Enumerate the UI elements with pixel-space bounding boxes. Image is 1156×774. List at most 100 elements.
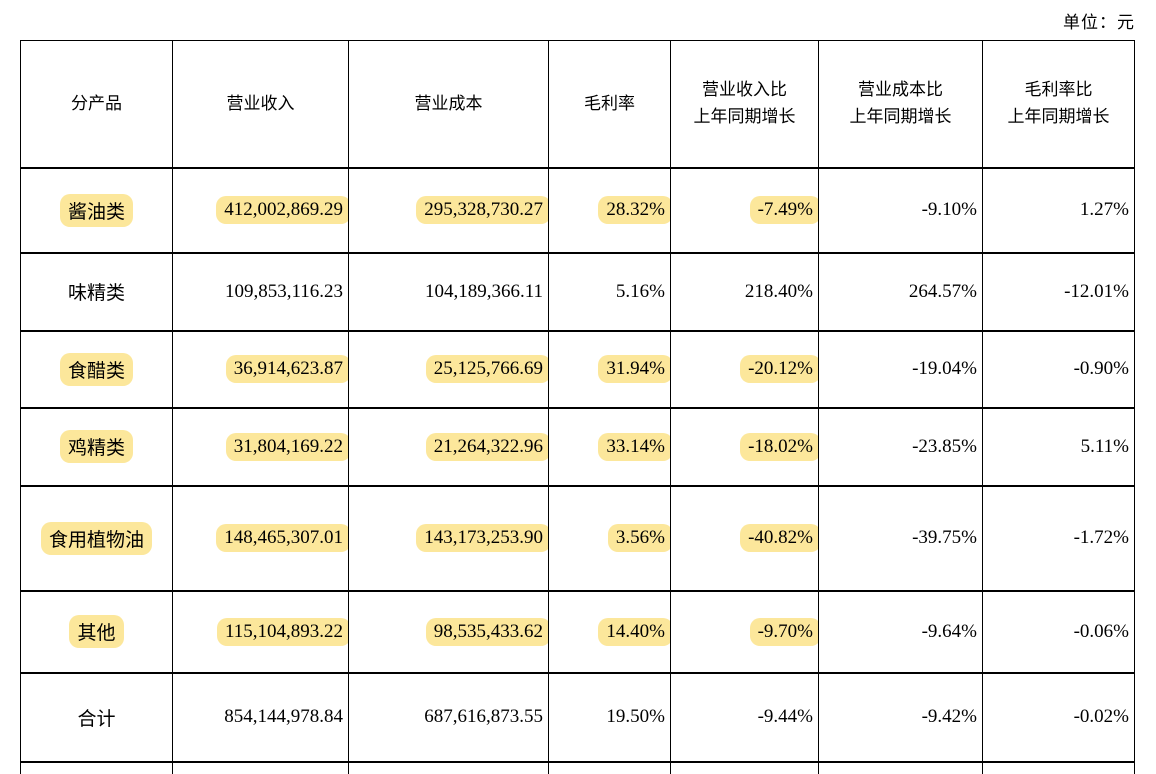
- value-cell: -39.75%: [818, 485, 983, 592]
- column-header: 毛利率: [548, 40, 671, 169]
- value-cell: 21,264,322.96: [348, 407, 549, 487]
- value-cell: 115,104,893.22: [172, 590, 349, 674]
- value-cell: 218.40%: [670, 252, 819, 332]
- cutoff-cell: [670, 761, 819, 774]
- product-name-cell: 鸡精类: [20, 407, 173, 487]
- highlight-marker: 其他: [69, 615, 124, 648]
- value-cell: 31.94%: [548, 330, 671, 409]
- highlight-marker: 412,002,869.29: [216, 196, 348, 224]
- value-cell: -9.44%: [670, 672, 819, 763]
- highlight-marker: 食用植物油: [40, 521, 152, 555]
- cell-text: 合计: [77, 708, 116, 730]
- highlight-marker: 36,914,623.87: [225, 355, 348, 383]
- cell-text: -0.06%: [1073, 620, 1129, 642]
- cutoff-cell: [982, 761, 1135, 774]
- cell-text: -9.64%: [921, 620, 977, 642]
- cell-text: -23.85%: [912, 435, 977, 457]
- cell-text: -9.44%: [757, 706, 813, 727]
- highlight-marker: -7.49%: [749, 196, 818, 224]
- value-cell: 854,144,978.84: [172, 672, 349, 763]
- highlight-marker: 食醋类: [59, 352, 133, 386]
- value-cell: -9.64%: [818, 590, 983, 674]
- cell-text: -39.75%: [912, 527, 977, 548]
- column-header: 营业成本比 上年同期增长: [818, 40, 983, 169]
- highlight-marker: 14.40%: [598, 617, 670, 646]
- cell-text: -9.42%: [921, 706, 977, 727]
- value-cell: 143,173,253.90: [348, 485, 549, 592]
- value-cell: 28.32%: [548, 167, 671, 254]
- value-cell: -12.01%: [982, 252, 1135, 332]
- value-cell: 5.11%: [982, 407, 1135, 487]
- value-cell: 31,804,169.22: [172, 407, 349, 487]
- table-row: 味精类 109,853,116.23 104,189,366.11 5.16% 218.…: [20, 252, 1135, 332]
- cell-text: 109,853,116.23: [224, 280, 343, 302]
- highlight-marker: 25,125,766.69: [425, 355, 548, 383]
- value-cell: 687,616,873.55: [348, 672, 549, 763]
- highlight-marker: 98,535,433.62: [425, 617, 548, 646]
- value-cell: -9.10%: [818, 167, 983, 254]
- value-cell: 14.40%: [548, 590, 671, 674]
- value-cell: 1.27%: [982, 167, 1135, 254]
- highlight-marker: 21,264,322.96: [425, 432, 548, 461]
- cell-text: -19.04%: [912, 358, 977, 379]
- cell-text: -9.10%: [921, 199, 977, 220]
- cell-text: 264.57%: [908, 280, 977, 302]
- value-cell: 148,465,307.01: [172, 485, 349, 592]
- value-cell: -9.42%: [818, 672, 983, 763]
- product-name-cell: 食醋类: [20, 330, 173, 409]
- value-cell: -9.70%: [670, 590, 819, 674]
- value-cell: -0.06%: [982, 590, 1135, 674]
- highlight-marker: 酱油类: [59, 193, 133, 227]
- cutoff-cell: [20, 761, 173, 774]
- product-name-cell: 酱油类: [20, 167, 173, 254]
- cell-text: -12.01%: [1064, 280, 1129, 302]
- highlight-marker: 3.56%: [607, 524, 670, 552]
- cell-text: 854,144,978.84: [224, 706, 343, 727]
- value-cell: 33.14%: [548, 407, 671, 487]
- value-cell: 36,914,623.87: [172, 330, 349, 409]
- value-cell: -7.49%: [670, 167, 819, 254]
- highlight-marker: 148,465,307.01: [216, 524, 348, 552]
- value-cell: 5.16%: [548, 252, 671, 332]
- cell-text: 218.40%: [744, 280, 813, 302]
- cell-text: 687,616,873.55: [424, 706, 543, 727]
- cell-text: 味精类: [67, 283, 125, 304]
- cell-text: -1.72%: [1073, 527, 1129, 548]
- value-cell: 3.56%: [548, 485, 671, 592]
- highlight-marker: 33.14%: [598, 432, 670, 461]
- highlight-marker: 28.32%: [598, 196, 670, 224]
- column-header: 毛利率比 上年同期增长: [982, 40, 1135, 169]
- cell-text: -0.90%: [1073, 358, 1129, 379]
- cell-text: 1.27%: [1079, 199, 1129, 220]
- column-header: 营业收入比 上年同期增长: [670, 40, 819, 169]
- column-header: 营业收入: [172, 40, 349, 169]
- highlight-marker: 31,804,169.22: [225, 432, 348, 461]
- value-cell: 264.57%: [818, 252, 983, 332]
- highlight-marker: 鸡精类: [59, 430, 133, 463]
- value-cell: 109,853,116.23: [172, 252, 349, 332]
- highlight-marker: 115,104,893.22: [216, 617, 348, 646]
- table-row: 合计 854,144,978.84 687,616,873.55 19.50% -9.4…: [20, 672, 1135, 763]
- table-row: 食醋类 36,914,623.87 25,125,766.69 31.94% -20.1…: [20, 330, 1135, 409]
- cutoff-cell: [818, 761, 983, 774]
- value-cell: -1.72%: [982, 485, 1135, 592]
- cutoff-cell: [548, 761, 671, 774]
- table-row: 其他 115,104,893.22 98,535,433.62 14.40% -9.70…: [20, 590, 1135, 674]
- unit-label: 单位：元: [1063, 13, 1135, 32]
- cell-text: -0.02%: [1073, 706, 1129, 727]
- cutoff-row: [20, 761, 1135, 774]
- cell-text: 5.11%: [1080, 435, 1129, 457]
- cell-text: 19.50%: [606, 706, 665, 727]
- highlight-marker: 143,173,253.90: [416, 524, 548, 552]
- highlight-marker: -18.02%: [740, 432, 818, 461]
- value-cell: 25,125,766.69: [348, 330, 549, 409]
- value-cell: 412,002,869.29: [172, 167, 349, 254]
- highlight-marker: 31.94%: [598, 355, 670, 383]
- column-header: 分产品: [20, 40, 173, 169]
- value-cell: -18.02%: [670, 407, 819, 487]
- table-row: 食用植物油 148,465,307.01 143,173,253.90 3.56% -4…: [20, 485, 1135, 592]
- table-row: 酱油类 412,002,869.29 295,328,730.27 28.32% -7.…: [20, 167, 1135, 254]
- value-cell: -23.85%: [818, 407, 983, 487]
- value-cell: 98,535,433.62: [348, 590, 549, 674]
- cutoff-cell: [172, 761, 349, 774]
